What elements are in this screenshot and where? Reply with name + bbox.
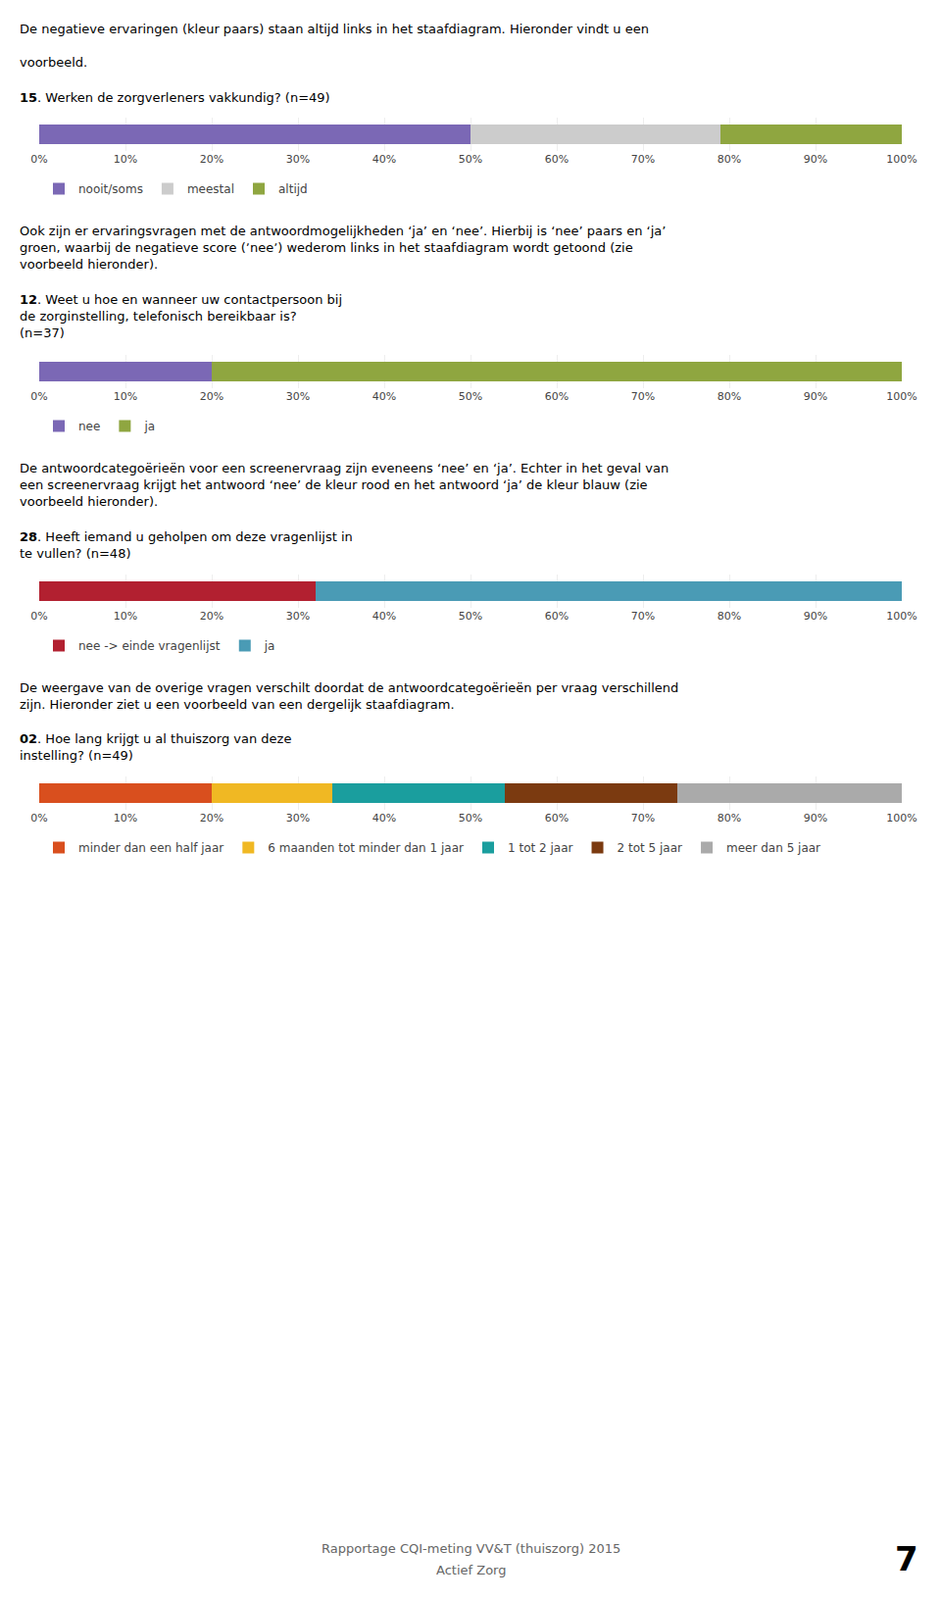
svg-text:90%: 90% [803,609,828,623]
svg-text:6 maanden tot minder dan 1 jaa: 6 maanden tot minder dan 1 jaar [267,841,464,855]
svg-text:12. Weet u hoe en wanneer uw c: 12. Weet u hoe en wanneer uw contactpers… [19,292,343,341]
svg-text:50%: 50% [458,609,483,623]
svg-text:20%: 20% [199,390,224,403]
svg-text:0%: 0% [30,609,48,623]
svg-text:0%: 0% [30,811,48,825]
svg-text:10%: 10% [113,811,138,825]
svg-text:70%: 70% [631,152,655,166]
svg-text:nee -> einde vragenlijst: nee -> einde vragenlijst [78,639,221,653]
svg-text:100%: 100% [886,152,917,166]
svg-text:meestal: meestal [187,182,235,197]
svg-text:minder dan een half jaar: minder dan een half jaar [78,841,224,855]
svg-text:28. Heeft iemand u geholpen om: 28. Heeft iemand u geholpen om deze vrag… [19,529,353,561]
svg-text:100%: 100% [886,811,917,825]
svg-text:70%: 70% [631,390,655,403]
svg-text:90%: 90% [803,152,828,166]
svg-text:10%: 10% [113,609,138,623]
svg-text:50%: 50% [458,390,483,403]
svg-text:100%: 100% [886,609,917,623]
svg-text:7: 7 [894,1538,919,1579]
svg-text:60%: 60% [544,609,569,623]
svg-text:90%: 90% [803,811,828,825]
svg-text:70%: 70% [631,609,655,623]
svg-text:40%: 40% [372,811,397,825]
svg-text:40%: 40% [372,390,397,403]
svg-text:meer dan 5 jaar: meer dan 5 jaar [726,841,821,855]
svg-text:30%: 30% [286,390,310,403]
svg-text:30%: 30% [286,811,310,825]
svg-text:De weergave van de overige vra: De weergave van de overige vragen versch… [19,680,679,712]
svg-text:40%: 40% [372,152,397,166]
svg-text:02. Hoe lang krijgt u al thuis: 02. Hoe lang krijgt u al thuiszorg van d… [19,731,292,763]
svg-text:2 tot 5 jaar: 2 tot 5 jaar [617,841,684,855]
svg-text:Ook zijn er ervaringsvragen me: Ook zijn er ervaringsvragen met de antwo… [19,223,666,272]
svg-text:20%: 20% [199,609,224,623]
svg-text:Actief Zorg: Actief Zorg [436,1562,506,1578]
svg-text:70%: 70% [631,811,655,825]
svg-text:80%: 80% [717,609,742,623]
svg-text:80%: 80% [717,152,742,166]
svg-text:80%: 80% [717,390,742,403]
svg-text:nee: nee [78,419,100,434]
svg-text:60%: 60% [544,152,569,166]
svg-text:15. Werken de zorgverleners va: 15. Werken de zorgverleners vakkundig? (… [19,90,331,105]
svg-text:20%: 20% [199,811,224,825]
svg-text:10%: 10% [113,390,138,403]
svg-text:1 tot 2 jaar: 1 tot 2 jaar [507,841,574,855]
svg-text:20%: 20% [199,152,224,166]
svg-text:De negatieve ervaringen (kleur: De negatieve ervaringen (kleur paars) st… [19,21,649,70]
svg-text:0%: 0% [30,390,48,403]
svg-text:100%: 100% [886,390,917,403]
svg-text:nooit/soms: nooit/soms [78,182,144,197]
svg-text:60%: 60% [544,811,569,825]
svg-text:ja: ja [143,419,155,434]
svg-text:40%: 40% [372,609,397,623]
svg-text:90%: 90% [803,390,828,403]
svg-text:0%: 0% [30,152,48,166]
svg-text:80%: 80% [717,811,742,825]
svg-text:ja: ja [263,639,276,653]
svg-text:50%: 50% [458,152,483,166]
svg-text:altijd: altijd [278,182,308,197]
svg-text:50%: 50% [458,811,483,825]
svg-text:10%: 10% [113,152,138,166]
svg-text:60%: 60% [544,390,569,403]
svg-text:Rapportage CQI-meting VV&T (th: Rapportage CQI-meting VV&T (thuiszorg) 2… [321,1540,621,1556]
svg-text:30%: 30% [286,152,310,166]
svg-text:De antwoordcategoërieën voor e: De antwoordcategoërieën voor een screene… [19,460,669,509]
svg-text:30%: 30% [286,609,310,623]
